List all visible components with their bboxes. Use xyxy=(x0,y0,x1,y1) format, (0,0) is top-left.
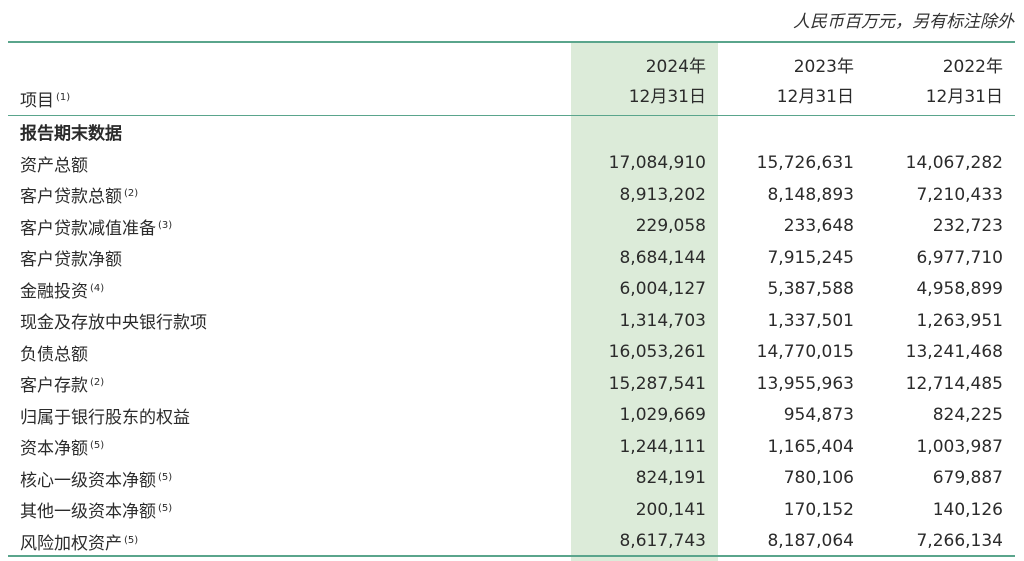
value-cell: 679,887 xyxy=(932,468,1003,489)
row-label: 风险加权资产 (5) xyxy=(20,533,139,554)
value-cell: 4,958,899 xyxy=(916,279,1003,300)
value-cell: 232,723 xyxy=(932,216,1003,237)
value-cell: 13,955,963 xyxy=(756,373,854,394)
col-date-2023: 12月31日 xyxy=(776,86,854,107)
unit-note: 人民币百万元，另有标注除外 xyxy=(793,12,1014,32)
table-row: 现金及存放中央银行款项 1,314,703 1,337,501 1,263,951 xyxy=(8,305,1015,337)
table-row: 资本净额 (5) 1,244,111 1,165,404 1,003,987 xyxy=(8,431,1015,463)
col-date-2024: 12月31日 xyxy=(628,86,706,107)
value-cell: 5,387,588 xyxy=(767,279,854,300)
table-row: 客户贷款减值准备 (3) 229,058 233,648 232,723 xyxy=(8,211,1015,243)
table-row: 资产总额 17,084,910 15,726,631 14,067,282 xyxy=(8,148,1015,180)
value-cell: 8,148,893 xyxy=(767,184,854,205)
value-cell: 140,126 xyxy=(932,499,1003,520)
value-cell: 229,058 xyxy=(635,216,706,237)
value-cell: 1,244,111 xyxy=(619,436,706,457)
table-row: 负债总额 16,053,261 14,770,015 13,241,468 xyxy=(8,337,1015,369)
table-row: 金融投资 (4) 6,004,127 5,387,588 4,958,899 xyxy=(8,274,1015,306)
row-label: 客户贷款减值准备 (3) xyxy=(20,218,173,239)
value-cell: 17,084,910 xyxy=(608,153,706,174)
row-label: 资本净额 (5) xyxy=(20,439,105,460)
section-row: 报告期末数据 xyxy=(8,116,1015,148)
footnote-marker: (2) xyxy=(124,188,139,200)
footnote-marker: (1) xyxy=(56,92,71,103)
value-cell: 1,003,987 xyxy=(916,436,1003,457)
value-cell: 13,241,468 xyxy=(905,342,1003,363)
value-cell: 14,770,015 xyxy=(756,342,854,363)
value-cell: 824,225 xyxy=(932,405,1003,426)
value-cell: 170,152 xyxy=(783,499,854,520)
value-cell: 14,067,282 xyxy=(905,153,1003,174)
current-year-highlight xyxy=(571,43,718,561)
value-cell: 1,165,404 xyxy=(767,436,854,457)
value-cell: 233,648 xyxy=(783,216,854,237)
row-label: 金融投资 (4) xyxy=(20,281,105,302)
section-title: 报告期末数据 xyxy=(20,124,122,145)
table-body: 报告期末数据 资产总额 17,084,910 15,726,631 14,067,28… xyxy=(8,116,1015,558)
row-label: 资产总额 xyxy=(20,155,88,176)
value-cell: 1,263,951 xyxy=(916,310,1003,331)
table-row: 核心一级资本净额 (5) 824,191 780,106 679,887 xyxy=(8,463,1015,495)
value-cell: 12,714,485 xyxy=(905,373,1003,394)
row-label: 其他一级资本净额 (5) xyxy=(20,502,173,523)
bottom-rule xyxy=(8,555,1015,557)
row-label: 客户贷款净额 xyxy=(20,250,122,271)
value-cell: 15,287,541 xyxy=(608,373,706,394)
table-row: 归属于银行股东的权益 1,029,669 954,873 824,225 xyxy=(8,400,1015,432)
footnote-marker: (2) xyxy=(90,377,105,389)
value-cell: 15,726,631 xyxy=(756,153,854,174)
value-cell: 8,913,202 xyxy=(619,184,706,205)
row-label: 核心一级资本净额 (5) xyxy=(20,470,173,491)
value-cell: 16,053,261 xyxy=(608,342,706,363)
item-header: 项目 (1) xyxy=(20,91,71,111)
value-cell: 7,915,245 xyxy=(767,247,854,268)
footnote-marker: (5) xyxy=(124,534,139,546)
col-year-2023: 2023年 xyxy=(793,56,854,77)
value-cell: 200,141 xyxy=(635,499,706,520)
value-cell: 8,617,743 xyxy=(619,531,706,552)
footnote-marker: (5) xyxy=(158,503,173,515)
value-cell: 7,210,433 xyxy=(916,184,1003,205)
table-row: 客户存款 (2) 15,287,541 13,955,963 12,714,485 xyxy=(8,368,1015,400)
value-cell: 1,314,703 xyxy=(619,310,706,331)
financial-table: 2024年 2023年 2022年 项目 (1) 12月31日 12月31日 12… xyxy=(8,43,1015,557)
row-label: 现金及存放中央银行款项 xyxy=(20,313,207,334)
top-rule xyxy=(8,41,1015,43)
row-label: 客户存款 (2) xyxy=(20,376,105,397)
value-cell: 780,106 xyxy=(783,468,854,489)
value-cell: 954,873 xyxy=(783,405,854,426)
value-cell: 6,004,127 xyxy=(619,279,706,300)
footnote-marker: (3) xyxy=(158,219,173,231)
row-label: 客户贷款总额 (2) xyxy=(20,187,139,208)
row-label: 归属于银行股东的权益 xyxy=(20,407,190,428)
value-cell: 7,266,134 xyxy=(916,531,1003,552)
col-year-2022: 2022年 xyxy=(942,56,1003,77)
value-cell: 8,187,064 xyxy=(767,531,854,552)
table-header: 2024年 2023年 2022年 项目 (1) 12月31日 12月31日 12… xyxy=(8,43,1015,116)
table-row: 客户贷款净额 8,684,144 7,915,245 6,977,710 xyxy=(8,242,1015,274)
table-row: 客户贷款总额 (2) 8,913,202 8,148,893 7,210,433 xyxy=(8,179,1015,211)
value-cell: 1,029,669 xyxy=(619,405,706,426)
footnote-marker: (5) xyxy=(158,471,173,483)
financial-table-container: 2024年 2023年 2022年 项目 (1) 12月31日 12月31日 12… xyxy=(8,41,1015,557)
value-cell: 824,191 xyxy=(635,468,706,489)
footnote-marker: (5) xyxy=(90,440,105,452)
row-label: 负债总额 xyxy=(20,344,88,365)
footnote-marker: (4) xyxy=(90,282,105,294)
table-row: 其他一级资本净额 (5) 200,141 170,152 140,126 xyxy=(8,494,1015,526)
value-cell: 1,337,501 xyxy=(767,310,854,331)
col-year-2024: 2024年 xyxy=(645,56,706,77)
table-row: 风险加权资产 (5) 8,617,743 8,187,064 7,266,134 xyxy=(8,526,1015,558)
value-cell: 8,684,144 xyxy=(619,247,706,268)
col-date-2022: 12月31日 xyxy=(925,86,1003,107)
value-cell: 6,977,710 xyxy=(916,247,1003,268)
